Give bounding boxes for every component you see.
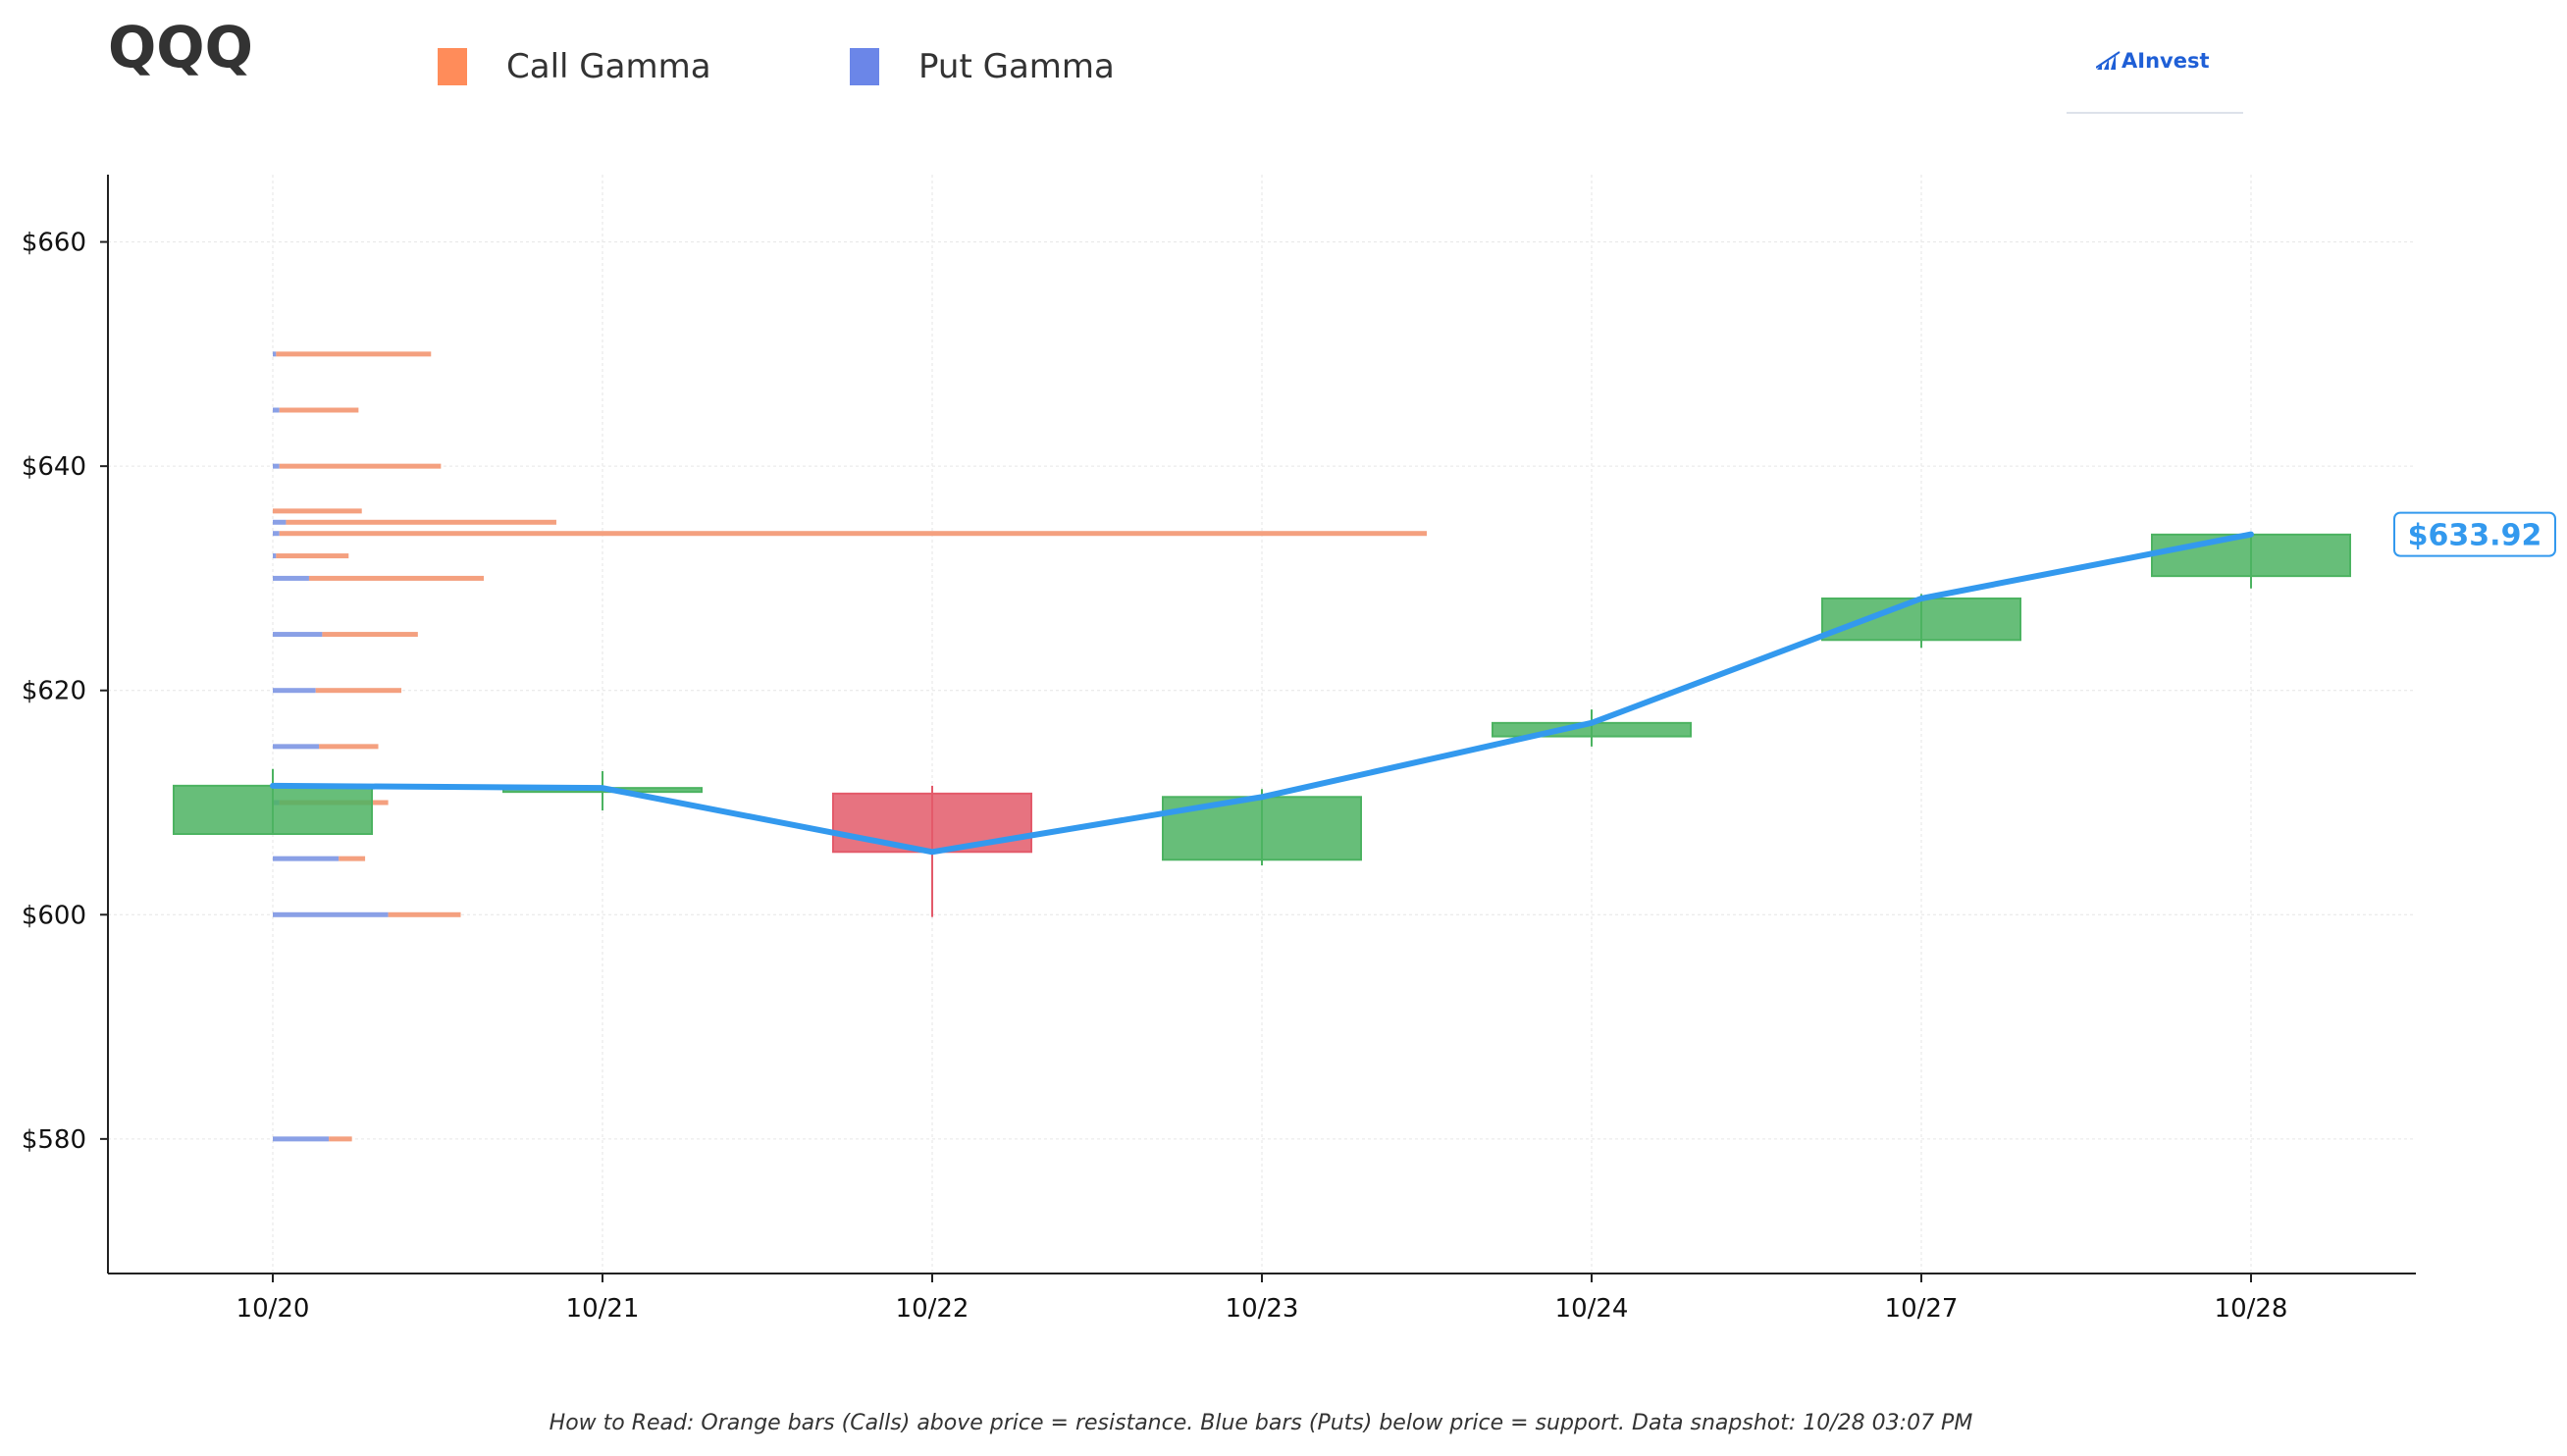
- put-gamma-bar: [273, 531, 280, 537]
- call-gamma-bar: [308, 575, 485, 581]
- logo-divider: [2067, 112, 2243, 114]
- call-gamma-bar: [279, 531, 1428, 537]
- grid: [108, 175, 2416, 1274]
- put-gamma-bar: [273, 553, 277, 559]
- labels: $580 $600 $620 $640 $660 10/20 10/21 10/22 10/23…: [22, 229, 2556, 1324]
- call-gamma-bar: [273, 508, 362, 514]
- candle-body-up: [1821, 598, 2021, 642]
- y-tick-label: $580: [22, 1125, 86, 1155]
- how-to-read-note: How to Read: Orange bars (Calls) above p…: [549, 1411, 1973, 1435]
- candle-body-up: [2151, 533, 2351, 578]
- y-tick-label: $660: [22, 229, 86, 258]
- call-gamma-swatch: [438, 48, 467, 85]
- x-tick-label: 10/28: [2215, 1294, 2288, 1324]
- call-gamma-bar: [319, 744, 379, 750]
- candles: [173, 533, 2351, 917]
- call-gamma-bar: [388, 911, 461, 917]
- legend-item-put-gamma: Put Gamma: [850, 37, 1115, 96]
- x-tick-label: 10/21: [566, 1294, 640, 1324]
- call-gamma-bar: [276, 553, 349, 559]
- last-price-label: $633.92: [2408, 519, 2542, 553]
- x-tick-label: 10/22: [896, 1294, 969, 1324]
- call-gamma-bar: [315, 688, 402, 694]
- put-gamma-bar: [273, 575, 309, 581]
- put-gamma-bar: [273, 463, 280, 469]
- candle-body-up: [173, 784, 373, 835]
- y-tick-label: $620: [22, 677, 86, 706]
- legend-item-call-gamma: Call Gamma: [438, 37, 711, 96]
- ticker-title: QQQ: [108, 14, 253, 80]
- brand-logo: AInvest: [2096, 49, 2210, 73]
- legend-label-call-gamma: Call Gamma: [506, 47, 711, 86]
- call-gamma-bar: [329, 1136, 352, 1142]
- x-tick-label: 10/24: [1555, 1294, 1629, 1324]
- call-gamma-bar: [279, 463, 442, 469]
- price-line: [270, 531, 2254, 856]
- y-tick-label: $600: [22, 901, 86, 930]
- put-gamma-bar: [273, 744, 320, 750]
- call-gamma-bar: [286, 519, 556, 525]
- x-tick-label: 10/20: [236, 1294, 310, 1324]
- price-line-series: [270, 531, 2254, 856]
- legend-label-put-gamma: Put Gamma: [918, 47, 1115, 86]
- put-gamma-swatch: [850, 48, 879, 85]
- call-gamma-bar: [322, 632, 418, 638]
- put-gamma-bar: [273, 519, 287, 525]
- gamma-price-chart: $580 $600 $620 $640 $660 10/20 10/21 10/22 10/23…: [22, 175, 2556, 1324]
- gamma-bars: [273, 351, 1428, 1142]
- put-gamma-bar: [273, 351, 277, 357]
- x-tick-label: 10/27: [1885, 1294, 1959, 1324]
- brand-name: AInvest: [2122, 49, 2210, 73]
- put-gamma-bar: [273, 1136, 330, 1142]
- put-gamma-bar: [273, 856, 340, 861]
- x-tick-label: 10/23: [1226, 1294, 1299, 1324]
- put-gamma-bar: [273, 407, 280, 413]
- put-gamma-bar: [273, 911, 389, 917]
- put-gamma-bar: [273, 688, 316, 694]
- last-price-badge: [2393, 511, 2556, 557]
- call-gamma-bar: [276, 351, 432, 357]
- brand-chart-icon: [2096, 51, 2121, 70]
- put-gamma-bar: [273, 632, 323, 638]
- y-tick-label: $640: [22, 452, 86, 482]
- call-gamma-bar: [339, 856, 366, 861]
- call-gamma-bar: [279, 407, 359, 413]
